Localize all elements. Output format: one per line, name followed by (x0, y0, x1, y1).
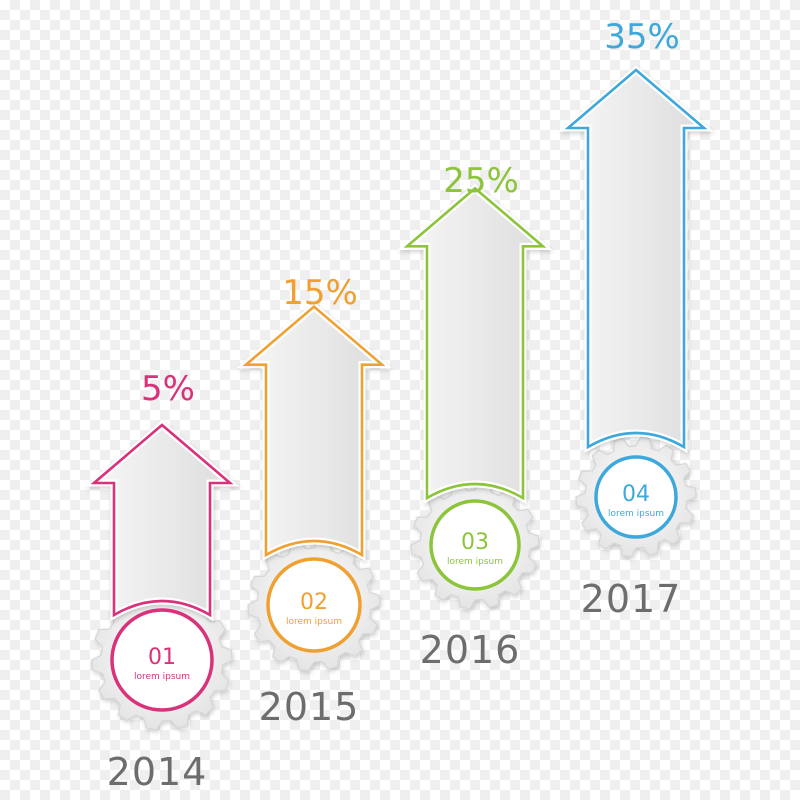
category-label: 2014 (107, 750, 208, 794)
badge-text: lorem ipsum (447, 557, 503, 567)
value-label: 5% (141, 369, 195, 409)
badge-text: lorem ipsum (608, 509, 664, 519)
category-label: 2017 (581, 577, 682, 621)
category-label: 2016 (420, 628, 521, 672)
badge-number: 02 (300, 590, 328, 615)
bar-2016: 03 lorem ipsum (407, 188, 543, 608)
badge-text: lorem ipsum (286, 617, 342, 627)
badge-number: 01 (148, 645, 176, 670)
category-label: 2015 (259, 685, 360, 729)
bar-2017: 04 lorem ipsum (568, 70, 704, 557)
bar-2015: 02 lorem ipsum (246, 307, 382, 671)
bar-2014: 01 lorem ipsum (92, 425, 232, 730)
value-label: 35% (604, 17, 680, 57)
value-label: 25% (443, 161, 519, 201)
badge-number: 03 (461, 530, 489, 555)
badge-text: lorem ipsum (134, 672, 190, 682)
badge-number: 04 (622, 482, 650, 507)
value-label: 15% (282, 273, 358, 313)
